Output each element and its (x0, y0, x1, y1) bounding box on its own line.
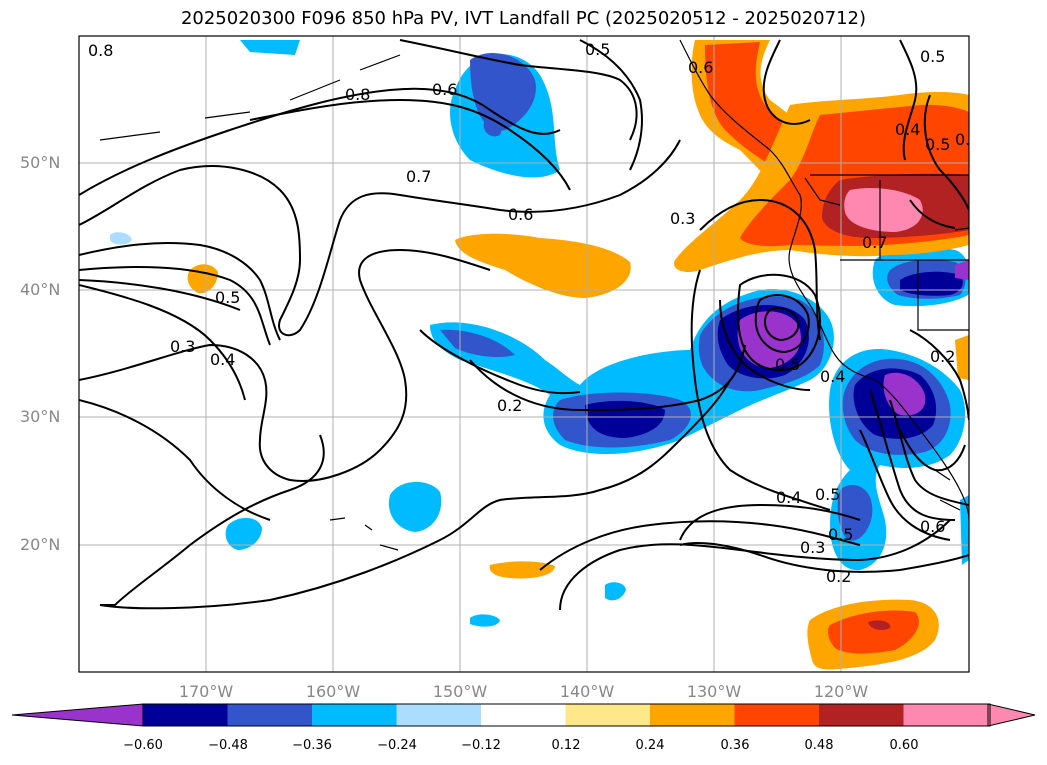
contour-label: 0.5 (925, 135, 950, 154)
contour-label: 0.7 (406, 167, 431, 186)
contour-label: 0.6 (688, 58, 713, 77)
contour-label: 0.5 (828, 525, 853, 544)
lat-label-40n: 40°N (20, 280, 61, 299)
lat-label-20n: 20°N (20, 535, 61, 554)
contour-label: 0.2 (497, 396, 522, 415)
colorbar-segment (903, 704, 988, 726)
lon-label-170w: 170°W (178, 682, 234, 701)
colorbar-tick: 0.48 (804, 738, 834, 753)
contour-label: 0.4 (820, 367, 845, 386)
colorbar-tick: 0.12 (551, 738, 581, 753)
contour-label: 0.4 (210, 350, 235, 369)
colorbar-segment (734, 704, 819, 726)
contour-label: 0.8 (88, 41, 113, 60)
lat-label-30n: 30°N (20, 407, 61, 426)
colorbar-tick: −0.36 (292, 738, 332, 753)
graticule (79, 36, 969, 672)
contour-label: 0.5 (920, 47, 945, 66)
contour-label: 0.3 (670, 209, 695, 228)
contour-label: 0.6 (920, 517, 945, 536)
coastlines (99, 39, 969, 551)
contour-label: 0.6 (432, 80, 457, 99)
contour-label: 0.3 (800, 538, 825, 557)
colorbar-tick: −0.60 (123, 738, 163, 753)
contour-label: 0.2 (930, 347, 955, 366)
lat-label-50n: 50°N (20, 153, 61, 172)
contour-label: 0.5 (585, 40, 610, 59)
lon-label-130w: 130°W (686, 682, 742, 701)
contour-label: 0.5 (775, 355, 800, 374)
lon-label-140w: 140°W (559, 682, 615, 701)
contour-label: 0.6 (955, 130, 980, 149)
colorbar-segment (819, 704, 904, 726)
colorbar-segment (565, 704, 650, 726)
contour-labels: 0.8 0.6 0.5 0.6 0.8 0.7 0.6 0.3 0.5 0.3 … (88, 40, 980, 586)
map-plot: 0.8 0.6 0.5 0.6 0.8 0.7 0.6 0.3 0.5 0.3 … (78, 35, 980, 673)
contour-label: 0.4 (895, 120, 920, 139)
colorbar-segment (481, 704, 566, 726)
colorbar-segment (312, 704, 397, 726)
colorbar-segment (396, 704, 481, 726)
lon-label-150w: 150°W (432, 682, 488, 701)
colorbar-extend-max (987, 703, 1036, 727)
colorbar-tick: −0.24 (377, 738, 417, 753)
contour-label: 0.2 (826, 567, 851, 586)
colorbar-tick: 0.24 (635, 738, 665, 753)
contour-label: 0.3 (170, 337, 195, 356)
lon-label-160w: 160°W (305, 682, 361, 701)
colorbar-segment (650, 704, 735, 726)
ivt-contours (79, 39, 969, 611)
colorbar-tick: −0.12 (461, 738, 501, 753)
contour-label: 0.5 (215, 288, 240, 307)
contour-label: 0.6 (508, 205, 533, 224)
contour-label: 0.8 (345, 85, 370, 104)
colorbar-tick: 0.36 (720, 738, 750, 753)
colorbar-segment (227, 704, 312, 726)
contour-label: 0.5 (815, 485, 840, 504)
colorbar-segment (143, 704, 228, 726)
lon-label-120w: 120°W (813, 682, 869, 701)
colorbar-segments (11, 703, 1036, 727)
map-title: 2025020300 F096 850 hPa PV, IVT Landfall… (180, 8, 867, 29)
contour-label: 0.4 (776, 488, 801, 507)
plot-frame (78, 35, 970, 673)
contour-label: 0.7 (862, 233, 887, 252)
pv-positive-shading (187, 40, 969, 670)
colorbar-extend-min (11, 703, 144, 727)
colorbar-tick: 0.60 (889, 738, 919, 753)
colorbar-tick: −0.48 (208, 738, 248, 753)
